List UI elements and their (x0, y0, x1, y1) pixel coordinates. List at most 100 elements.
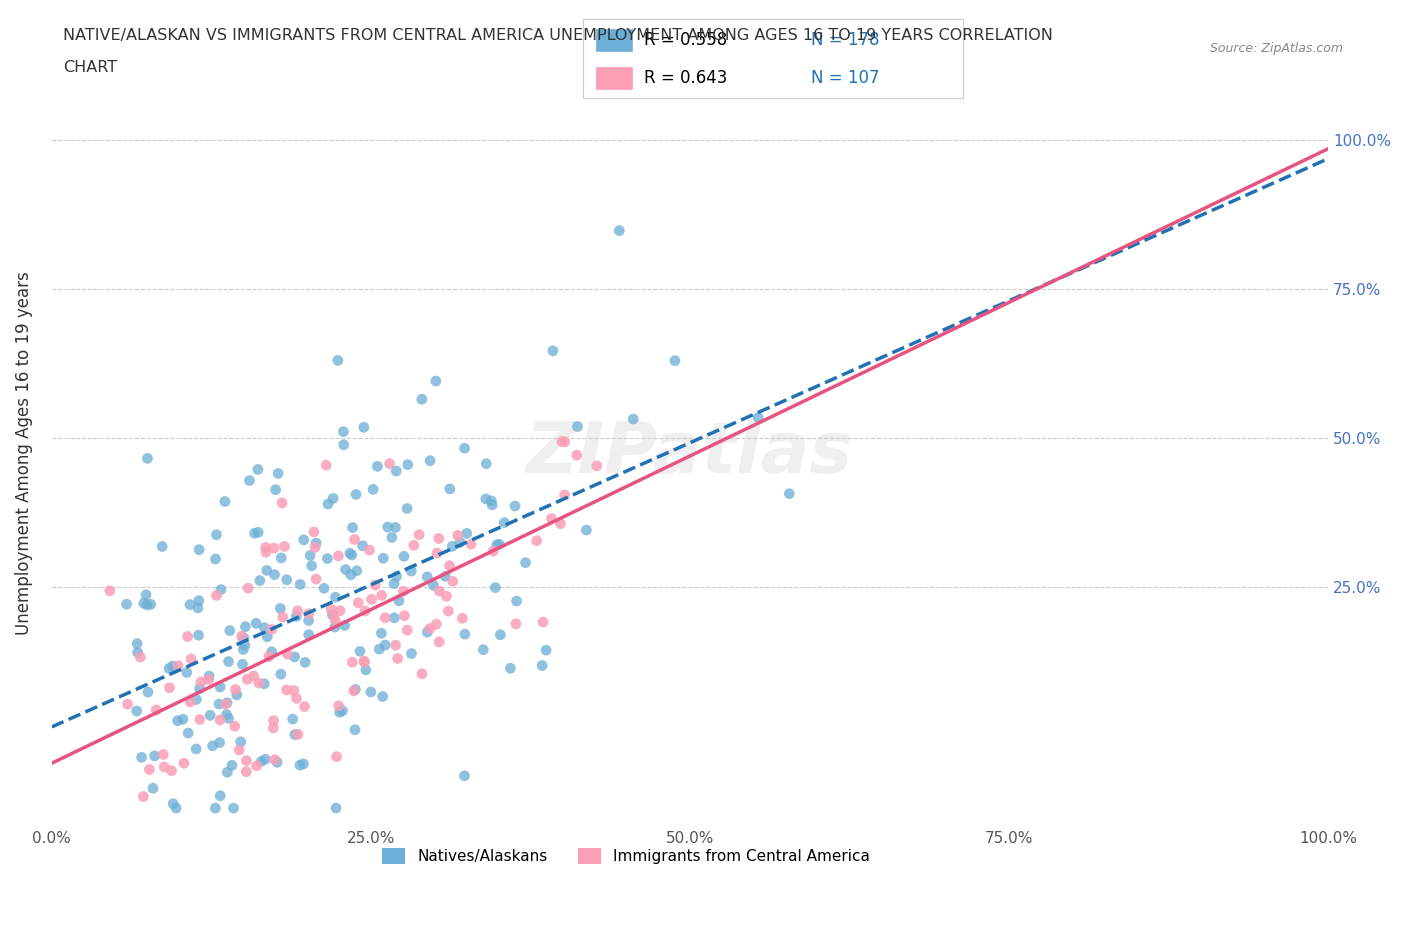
Point (531, 658, 554, 673)
Point (396, 501, 419, 516)
Point (447, 528, 470, 543)
Point (115, 597, 138, 612)
Point (392, 584, 415, 599)
Point (232, 657, 254, 671)
Point (370, 588, 392, 603)
Point (401, 564, 423, 578)
Point (305, 536, 328, 551)
Point (567, 419, 589, 434)
Point (621, 412, 644, 427)
Point (394, 608, 416, 623)
Y-axis label: Unemployment Among Ages 16 to 19 years: Unemployment Among Ages 16 to 19 years (15, 272, 32, 635)
Point (333, 618, 356, 632)
Point (554, 434, 576, 449)
Point (238, 473, 260, 488)
Point (232, 631, 254, 645)
Point (370, 626, 392, 641)
Point (505, 617, 527, 631)
Point (326, 353, 349, 368)
Point (346, 564, 368, 578)
Point (236, 580, 259, 595)
Point (224, 719, 246, 734)
Point (416, 569, 439, 584)
Point (201, 738, 224, 753)
Point (453, 441, 475, 456)
Point (323, 619, 346, 634)
Point (267, 466, 290, 481)
Point (353, 655, 375, 670)
Point (298, 627, 321, 642)
Point (778, 486, 800, 501)
Point (247, 525, 270, 539)
Point (364, 578, 387, 592)
Point (482, 544, 505, 559)
Point (260, 644, 283, 659)
Point (204, 551, 226, 566)
Point (374, 638, 396, 653)
Point (373, 551, 395, 565)
Point (205, 588, 228, 603)
Point (360, 591, 382, 606)
Point (374, 610, 396, 625)
FancyBboxPatch shape (595, 66, 633, 90)
Point (153, 760, 176, 775)
Point (209, 582, 232, 597)
Point (396, 458, 419, 472)
Point (157, 661, 180, 676)
Point (138, 762, 160, 777)
Point (332, 424, 354, 439)
Point (236, 671, 259, 686)
Point (426, 546, 449, 561)
Point (269, 601, 291, 616)
Point (550, 516, 572, 531)
Point (472, 643, 495, 658)
Point (222, 801, 245, 816)
Point (321, 602, 343, 617)
Point (534, 643, 557, 658)
Point (263, 567, 285, 582)
Point (360, 684, 382, 699)
Point (186, 692, 208, 707)
Point (188, 712, 211, 727)
Point (294, 699, 316, 714)
Text: NATIVE/ALASKAN VS IMMIGRANTS FROM CENTRAL AMERICA UNEMPLOYMENT AMONG AGES 16 TO : NATIVE/ALASKAN VS IMMIGRANTS FROM CENTRA… (63, 28, 1053, 43)
Point (328, 698, 350, 713)
Point (456, 526, 478, 541)
Text: R = 0.558: R = 0.558 (644, 31, 727, 49)
Point (271, 610, 294, 625)
Text: CHART: CHART (63, 60, 117, 75)
Point (488, 537, 510, 551)
Point (359, 542, 381, 557)
Point (263, 713, 285, 728)
Point (249, 573, 271, 588)
Point (427, 634, 450, 649)
Point (98, 583, 121, 598)
Point (484, 580, 506, 595)
Point (342, 520, 364, 535)
Point (276, 572, 298, 587)
Point (382, 577, 405, 591)
Point (125, 703, 148, 718)
Point (218, 654, 240, 669)
Text: N = 107: N = 107 (811, 69, 880, 86)
Point (215, 697, 238, 711)
Point (288, 758, 311, 773)
Point (551, 434, 574, 449)
Point (145, 702, 167, 717)
Point (377, 520, 399, 535)
Point (290, 577, 312, 591)
Point (188, 682, 211, 697)
Point (329, 705, 352, 720)
Point (242, 669, 264, 684)
Point (298, 606, 321, 621)
Point (586, 458, 609, 473)
Point (494, 515, 516, 530)
Point (434, 569, 457, 584)
Point (411, 667, 433, 682)
Point (342, 655, 364, 670)
Legend: Natives/Alaskans, Immigrants from Central America: Natives/Alaskans, Immigrants from Centra… (375, 843, 876, 870)
Point (411, 392, 433, 406)
Point (339, 546, 361, 561)
Point (246, 462, 269, 477)
Point (747, 410, 769, 425)
